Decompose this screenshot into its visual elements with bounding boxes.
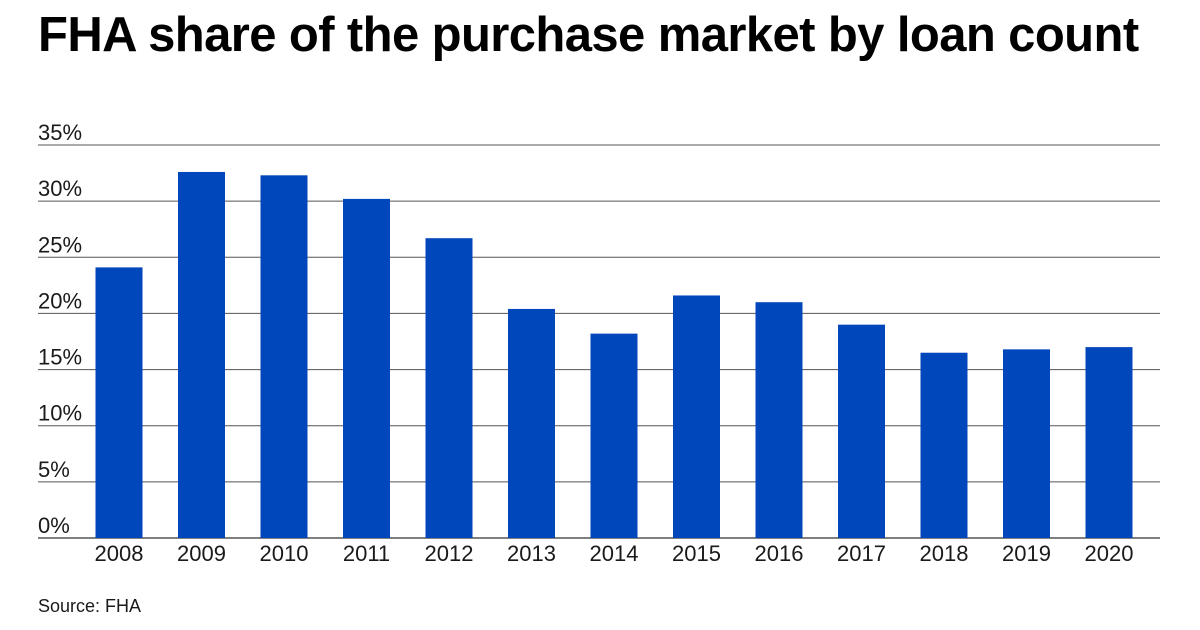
x-tick-label: 2010 — [260, 541, 309, 566]
bar-2017 — [838, 324, 885, 538]
y-tick-label: 5% — [38, 457, 70, 482]
bars — [95, 171, 1133, 538]
bar-2018 — [920, 352, 968, 538]
x-axis-tick-labels: 2008 2009 2010 2011 2012 2013 2014 2015 2016 2017… — [95, 541, 1134, 566]
y-tick-label: 30% — [38, 176, 82, 201]
y-tick-label: 15% — [38, 345, 82, 370]
y-tick-label: 35% — [38, 120, 82, 145]
y-tick-label: 20% — [38, 288, 82, 313]
x-tick-label: 2009 — [177, 541, 226, 566]
bar-2015 — [673, 295, 720, 538]
x-tick-label: 2020 — [1085, 541, 1134, 566]
source-note: Source: FHA — [38, 596, 142, 616]
bar-2009 — [178, 171, 225, 538]
bar-2013 — [508, 308, 555, 538]
y-tick-label: 10% — [38, 401, 82, 426]
bar-2012 — [425, 238, 473, 538]
x-tick-label: 2018 — [920, 541, 969, 566]
bar-2011 — [343, 198, 390, 538]
bar-2014 — [590, 333, 638, 538]
bar-2016 — [755, 302, 803, 538]
x-tick-label: 2008 — [95, 541, 144, 566]
x-tick-label: 2016 — [755, 541, 804, 566]
x-tick-label: 2012 — [425, 541, 474, 566]
bar-2010 — [260, 175, 308, 538]
y-tick-label: 25% — [38, 232, 82, 257]
bar-2019 — [1003, 349, 1050, 538]
x-tick-label: 2015 — [672, 541, 721, 566]
x-tick-label: 2011 — [343, 541, 390, 566]
bar-2020 — [1085, 347, 1133, 538]
chart-title: FHA share of the purchase market by loan… — [38, 8, 1139, 62]
x-tick-label: 2013 — [507, 541, 556, 566]
x-tick-label: 2019 — [1002, 541, 1051, 566]
x-tick-label: 2017 — [837, 541, 886, 566]
x-tick-label: 2014 — [590, 541, 639, 566]
y-axis-tick-labels: 0% 5% 10% 15% 20% 25% 30% 35% — [38, 120, 82, 538]
y-tick-label: 0% — [38, 513, 70, 538]
bar-2008 — [95, 267, 143, 538]
